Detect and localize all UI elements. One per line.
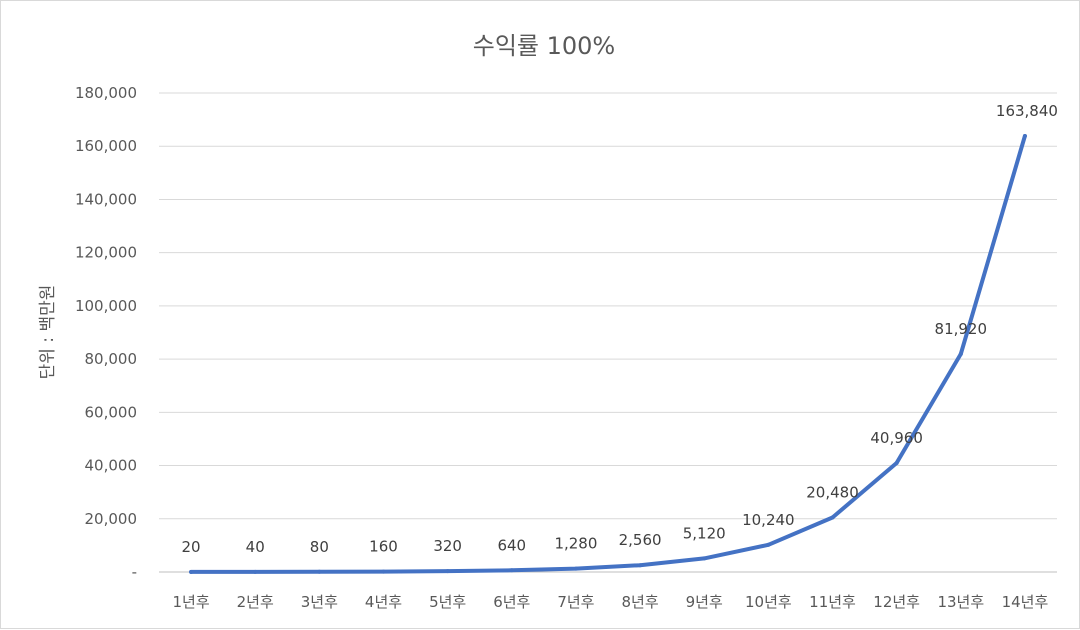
x-tick-label: 10년후 <box>745 593 792 611</box>
x-tick-label: 1년후 <box>172 593 209 611</box>
y-tick-label: 180,000 <box>75 84 137 102</box>
data-label: 20 <box>182 538 201 556</box>
data-point <box>189 569 194 574</box>
y-tick-label: 100,000 <box>75 297 137 315</box>
data-label: 5,120 <box>683 524 726 542</box>
data-point <box>445 569 450 574</box>
x-tick-label: 12년후 <box>873 593 920 611</box>
data-label: 10,240 <box>742 511 795 529</box>
data-label: 40,960 <box>870 429 923 447</box>
data-point <box>253 569 258 574</box>
data-point <box>830 515 835 520</box>
data-label: 2,560 <box>619 531 662 549</box>
data-point <box>1022 134 1027 139</box>
data-label: 163,840 <box>996 102 1058 120</box>
x-tick-label: 2년후 <box>237 593 274 611</box>
y-tick-label: 120,000 <box>75 244 137 262</box>
data-point <box>509 568 514 573</box>
data-point <box>702 556 707 561</box>
x-tick-label: 14년후 <box>1002 593 1049 611</box>
y-tick-label: 60,000 <box>85 403 138 421</box>
data-label: 320 <box>433 537 462 555</box>
y-tick-label: 80,000 <box>85 350 138 368</box>
y-axis-ticks: - 20,000 40,000 60,000 80,000 100,000 120,000 1… <box>75 84 137 581</box>
series-line <box>189 134 1027 574</box>
x-tick-label: 5년후 <box>429 593 466 611</box>
data-label: 1,280 <box>554 535 597 553</box>
y-tick-label: 160,000 <box>75 137 137 155</box>
data-point <box>381 569 386 574</box>
x-tick-label: 13년후 <box>937 593 984 611</box>
y-tick-label: 140,000 <box>75 190 137 208</box>
x-tick-label: 7년후 <box>557 593 594 611</box>
y-tick-label: - <box>132 563 137 581</box>
series <box>189 134 1027 574</box>
y-tick-label: 40,000 <box>85 457 138 475</box>
gridlines <box>159 92 1057 573</box>
x-tick-label: 11년후 <box>809 593 856 611</box>
data-label: 80 <box>310 538 329 556</box>
data-point <box>766 542 771 547</box>
data-point <box>894 461 899 466</box>
data-label: 20,480 <box>806 484 859 502</box>
x-axis-ticks: 1년후 2년후 3년후 4년후 5년후 6년후 7년후 8년후 9년후 10년후 11년후 12년후 1… <box>172 593 1048 611</box>
y-axis-label: 단위 : 백만원 <box>38 285 58 380</box>
x-tick-label: 4년후 <box>365 593 402 611</box>
x-tick-label: 3년후 <box>301 593 338 611</box>
data-point <box>958 352 963 357</box>
data-label: 81,920 <box>935 320 988 338</box>
data-label: 160 <box>369 538 398 556</box>
data-labels: 20 40 80 160 320 640 1,280 2,560 5,120 10,240 20,4… <box>182 102 1058 556</box>
x-tick-label: 9년후 <box>686 593 723 611</box>
data-point <box>638 563 643 568</box>
data-label: 40 <box>246 538 265 556</box>
x-tick-label: 8년후 <box>621 593 658 611</box>
x-tick-label: 6년후 <box>493 593 530 611</box>
data-point <box>573 566 578 571</box>
data-label: 640 <box>497 536 526 554</box>
data-point <box>317 569 322 574</box>
y-tick-label: 20,000 <box>85 510 138 528</box>
chart-title: 수익률 100% <box>473 32 615 60</box>
